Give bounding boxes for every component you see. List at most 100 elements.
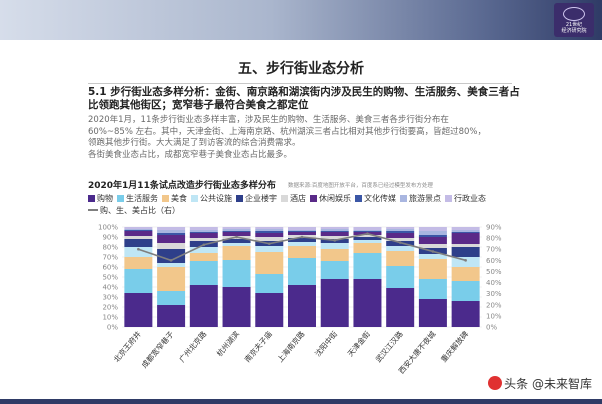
bar-segment	[157, 227, 186, 230]
bar-segment	[189, 238, 218, 241]
y-tick-label: 90%	[102, 234, 118, 242]
bar-segment	[222, 229, 251, 231]
bar-segment	[189, 261, 218, 285]
bar-segment	[386, 288, 415, 327]
y2-tick-label: 50%	[486, 268, 502, 276]
bar-segment	[288, 230, 316, 231]
toutiao-logo-icon	[488, 376, 503, 390]
legend-label: 企业楼宇	[245, 194, 277, 203]
legend-item: 生活服务	[117, 193, 158, 205]
legend-item: 美食	[162, 193, 187, 205]
institute-logo: 21世纪 经济研究院	[554, 3, 594, 37]
y2-tick-label: 10%	[486, 312, 502, 320]
bar-segment	[222, 232, 251, 236]
bar-segment	[189, 253, 218, 261]
bar-segment	[451, 247, 480, 257]
y2-tick-label: 40%	[486, 279, 502, 287]
x-tick-label: 沈阳中街	[312, 328, 339, 358]
y-tick-label: 40%	[102, 284, 118, 292]
line-point	[464, 259, 467, 262]
bar-segment	[386, 231, 415, 233]
y-tick-label: 50%	[102, 274, 118, 282]
x-tick-label: 北京王府井	[111, 328, 143, 364]
bar-segment	[418, 299, 447, 327]
legend-label: 休闲娱乐	[319, 194, 351, 203]
bar-segment	[157, 291, 186, 305]
y2-tick-label: 20%	[486, 301, 502, 309]
bar-segment	[320, 261, 349, 279]
chart-title: 2020年1月11条试点改造步行街业态多样分布	[88, 181, 276, 191]
bar-segment	[255, 231, 284, 233]
legend-swatch	[310, 195, 317, 202]
bar-segment	[255, 233, 284, 237]
bar-segment	[124, 257, 153, 269]
paragraph-line: 60%~85% 左右。其中，天津金街、上海南京路、杭州湖滨三者占比相对其他步行街…	[88, 126, 487, 137]
bar-segment	[124, 229, 153, 230]
x-tick-label: 广州北京路	[177, 328, 209, 364]
bar-segment	[353, 227, 382, 230]
bar-segment	[157, 263, 186, 267]
y-tick-label: 80%	[102, 244, 118, 252]
bar-segment	[353, 230, 382, 231]
legend-label: 美食	[171, 194, 187, 203]
bar-segment	[288, 231, 316, 232]
title-divider	[88, 83, 512, 84]
bar-segment	[320, 279, 349, 327]
line-point	[398, 241, 402, 244]
section-paragraph: 2020年1月，11条步行街业态多样丰富，涉及民生的购物、生活服务、美食三者各步…	[88, 115, 518, 161]
bar-segment	[288, 258, 316, 285]
bar-segment	[418, 244, 447, 248]
bar-segment	[124, 269, 153, 293]
bar-segment	[157, 230, 186, 233]
y-tick-label: 70%	[102, 254, 118, 262]
bar-segment	[353, 240, 382, 243]
y-tick-label: 100%	[98, 224, 118, 232]
bar-segment	[451, 257, 480, 267]
y2-tick-label: 70%	[486, 246, 502, 254]
bar-segment	[386, 266, 415, 288]
watermark: 头条 @未来智库	[485, 375, 592, 392]
bar-segment	[255, 274, 284, 293]
bar-segment	[288, 227, 316, 230]
legend-label: 行政业态	[454, 194, 486, 203]
bar-segment	[255, 246, 284, 252]
bar-segment	[320, 232, 349, 236]
bar-segment	[222, 243, 251, 246]
bar-segment	[157, 243, 186, 249]
legend-item: 旅游景点	[400, 193, 441, 205]
legend-swatch	[88, 195, 95, 202]
legend-swatch	[445, 195, 452, 202]
y2-tick-label: 80%	[486, 235, 502, 243]
line-point	[300, 235, 304, 239]
line-point	[267, 242, 271, 245]
bar-segment	[222, 239, 251, 243]
legend-swatch	[236, 195, 243, 202]
bar-segment	[222, 246, 251, 260]
x-tick-label: 天津金街	[345, 328, 372, 358]
bar-segment	[320, 249, 349, 261]
legend-swatch	[400, 195, 407, 202]
y2-tick-label: 90%	[486, 224, 502, 232]
x-tick-label: 杭州湖滨	[214, 328, 241, 358]
legend-item: 行政业态	[445, 193, 486, 205]
line-point	[235, 235, 238, 239]
bar-segment	[451, 244, 480, 247]
bar-segment	[288, 246, 316, 258]
bar-segment	[353, 243, 382, 253]
bar-segment	[157, 249, 186, 263]
bar-segment	[386, 238, 415, 241]
logo-text-1: 21世纪	[565, 22, 583, 28]
legend-label: 公共设施	[200, 194, 232, 203]
bar-segment	[386, 229, 415, 231]
bar-segment	[320, 227, 349, 229]
x-tick-label: 上海南京路	[275, 328, 307, 364]
legend-item: 购、生、美占比（右）	[88, 205, 180, 217]
legend-label: 酒店	[290, 194, 306, 203]
bar-segment	[418, 259, 447, 279]
bar-segment	[124, 247, 153, 257]
line-point	[137, 247, 140, 251]
legend-item: 企业楼宇	[236, 193, 277, 205]
bar-segment	[288, 232, 316, 235]
legend-item: 文化传媒	[355, 193, 396, 205]
bar-segment	[418, 235, 447, 237]
